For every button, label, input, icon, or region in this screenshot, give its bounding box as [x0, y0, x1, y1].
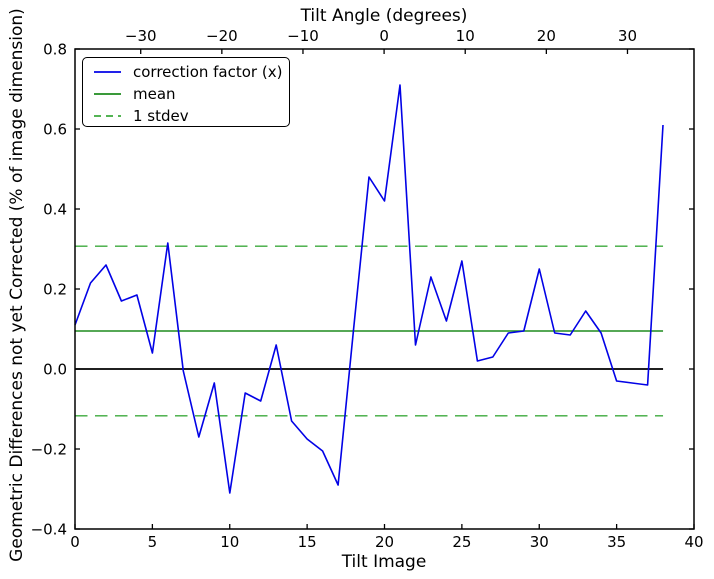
top-tick-label: −20 — [206, 27, 238, 45]
legend-item: 1 stdev — [94, 105, 289, 127]
y-tick-label: 0.0 — [43, 361, 67, 379]
legend-item: mean — [94, 83, 289, 105]
y-tick-label: 0.2 — [43, 281, 67, 299]
y-tick-label: 0.4 — [43, 201, 67, 219]
y-tick-label: −0.4 — [31, 521, 67, 539]
x-tick-label: 5 — [148, 533, 158, 551]
top-tick-label: −10 — [287, 27, 319, 45]
x-tick-label: 30 — [530, 533, 549, 551]
top-tick-label: 10 — [456, 27, 475, 45]
y-axis-label: Geometric Differences not yet Corrected … — [7, 8, 27, 562]
x-tick-label: 25 — [452, 533, 471, 551]
y-tick-label: 0.6 — [43, 121, 67, 139]
series-line — [74, 84, 664, 494]
legend-label: mean — [133, 85, 176, 103]
x-tick-label: 10 — [220, 533, 239, 551]
x-tick-label: 20 — [375, 533, 394, 551]
legend: correction factor (x) mean 1 stdev — [82, 57, 290, 127]
top-tick-label: 30 — [618, 27, 637, 45]
legend-line-sample — [94, 115, 121, 117]
x-tick-label: 35 — [607, 533, 626, 551]
y-tick-label: 0.8 — [43, 41, 67, 59]
legend-item: correction factor (x) — [94, 61, 289, 83]
y-tick-label: −0.2 — [31, 441, 67, 459]
legend-line-sample — [94, 71, 121, 73]
top-tick-label: 0 — [379, 27, 389, 45]
x-tick-label: 40 — [684, 533, 703, 551]
legend-label: correction factor (x) — [133, 63, 283, 81]
x-tick-label: 0 — [70, 533, 80, 551]
legend-line-sample — [94, 93, 121, 95]
top-tick-label: −30 — [125, 27, 157, 45]
top-axis-title: Tilt Angle (degrees) — [300, 6, 468, 26]
x-axis-label: Tilt Image — [341, 552, 427, 572]
x-tick-label: 15 — [298, 533, 317, 551]
legend-label: 1 stdev — [133, 107, 189, 125]
top-tick-label: 20 — [537, 27, 556, 45]
